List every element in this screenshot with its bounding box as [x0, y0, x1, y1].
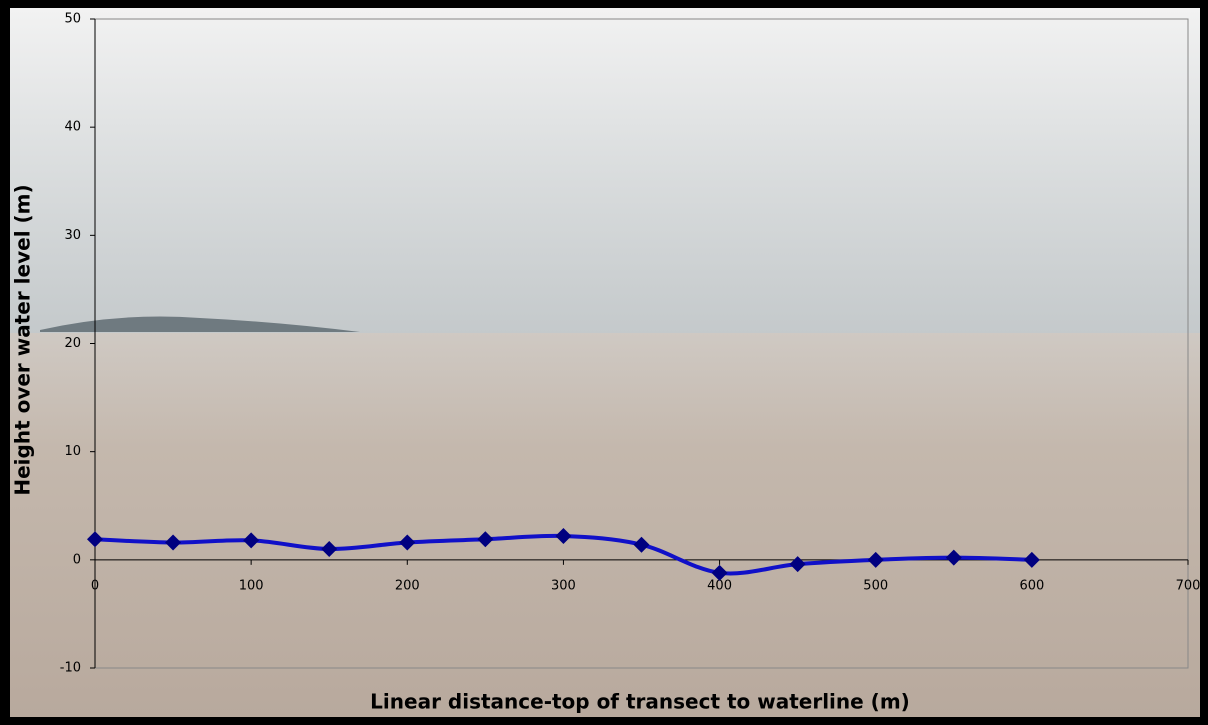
sand — [10, 333, 1200, 717]
marker — [477, 531, 494, 548]
sky — [10, 8, 1200, 343]
y-tick-label: 40 — [64, 120, 81, 135]
marker — [1023, 551, 1040, 568]
y-tick-label: 10 — [64, 444, 81, 459]
x-axis-title: Linear distance-top of transect to water… — [370, 690, 910, 714]
marker — [789, 556, 806, 573]
y-tick-label: -10 — [60, 661, 81, 676]
marker — [87, 531, 103, 548]
hills — [40, 316, 360, 332]
x-tick-label: 300 — [551, 578, 576, 593]
y-tick-label: 20 — [64, 336, 81, 351]
y-tick-label: 30 — [64, 228, 81, 243]
x-tick-label: 200 — [395, 578, 420, 593]
marker — [399, 534, 416, 551]
marker — [555, 528, 572, 545]
marker — [711, 564, 728, 581]
x-tick-label: 700 — [1176, 578, 1201, 593]
x-tick-label: 100 — [239, 578, 264, 593]
y-axis-title: Height over water level (m) — [11, 184, 35, 495]
marker — [945, 549, 962, 566]
marker — [867, 551, 884, 568]
x-tick-label: 600 — [1019, 578, 1044, 593]
x-tick-label: 400 — [707, 578, 732, 593]
x-tick-label: 0 — [91, 578, 99, 593]
y-tick-label: 50 — [64, 12, 81, 27]
marker — [243, 532, 260, 549]
marker — [633, 536, 650, 553]
marker — [321, 541, 338, 558]
marker — [165, 534, 182, 551]
x-tick-label: 500 — [863, 578, 888, 593]
y-tick-label: 0 — [73, 552, 81, 567]
